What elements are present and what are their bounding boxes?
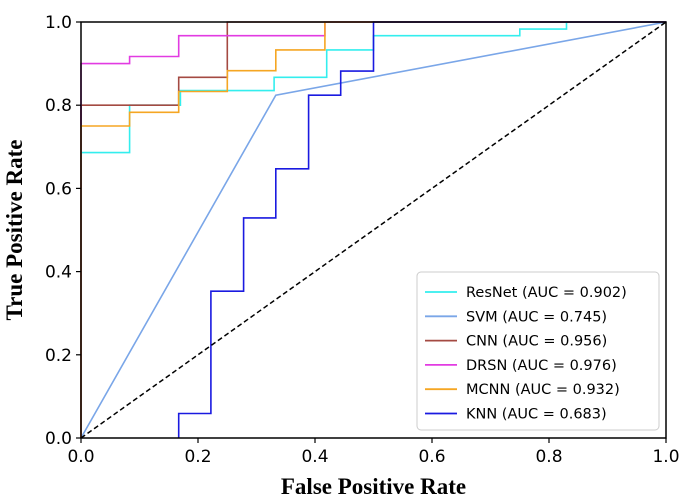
series-line-svm xyxy=(80,21,667,439)
plot-frame xyxy=(80,21,667,439)
series-line-knn xyxy=(177,21,666,438)
legend-label-drsn: DRSN (AUC = 0.976) xyxy=(466,358,617,374)
legend-label-resnet: ResNet (AUC = 0.902) xyxy=(466,285,627,301)
x-tick-label: 0.4 xyxy=(301,447,328,467)
x-tick-label: 0.8 xyxy=(535,447,562,467)
series-line-mcnn xyxy=(80,21,666,438)
legend-label-knn: KNN (AUC = 0.683) xyxy=(466,407,607,423)
legend-box xyxy=(416,271,660,431)
x-tick-label: 0.0 xyxy=(67,447,94,467)
x-tick-label: 0.6 xyxy=(418,447,445,467)
legend: ResNet (AUC = 0.902) SVM (AUC = 0.745) CNN… xyxy=(416,271,660,431)
legend-label-mcnn: MCNN (AUC = 0.932) xyxy=(466,382,620,398)
y-tick-label: 0.6 xyxy=(45,179,72,199)
legend-label-svm: SVM (AUC = 0.745) xyxy=(466,309,607,325)
y-tick-label: 1.0 xyxy=(45,13,72,33)
tick-layer: 0.0 0.2 0.4 0.6 0.8 1.0 0.0 0.2 0.4 0.6 0.8 1.0 xyxy=(45,13,680,467)
x-tick-label: 0.2 xyxy=(184,447,211,467)
y-tick-label: 0.2 xyxy=(45,346,72,366)
y-tick-label: 0.4 xyxy=(45,263,72,283)
y-axis-label: True Positive Rate xyxy=(2,140,27,321)
y-tick-label: 0.0 xyxy=(45,429,72,449)
x-tick-label: 1.0 xyxy=(652,447,679,467)
x-axis-label: False Positive Rate xyxy=(281,474,466,499)
legend-label-cnn: CNN (AUC = 0.956) xyxy=(466,334,607,350)
y-tick-label: 0.8 xyxy=(45,96,72,116)
